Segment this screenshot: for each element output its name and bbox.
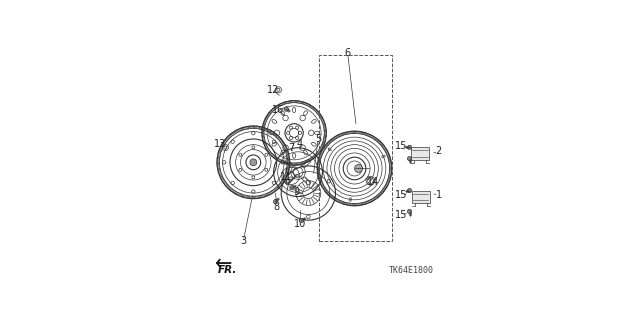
Text: 6: 6	[344, 48, 351, 58]
Bar	[412, 191, 429, 203]
Bar	[302, 177, 311, 185]
Bar	[302, 159, 311, 168]
Circle shape	[408, 189, 412, 193]
Text: TK64E1800: TK64E1800	[389, 266, 434, 275]
Text: 7: 7	[289, 143, 295, 152]
Text: 10: 10	[294, 219, 306, 229]
Circle shape	[355, 165, 362, 173]
Bar	[285, 159, 293, 168]
Text: 15: 15	[395, 141, 408, 151]
Text: 13: 13	[214, 139, 226, 149]
Text: FR.: FR.	[218, 265, 237, 275]
Circle shape	[408, 209, 412, 213]
Text: 9: 9	[293, 187, 299, 197]
Text: 4: 4	[296, 139, 302, 149]
Text: 1: 1	[435, 190, 442, 200]
Text: 11: 11	[280, 172, 292, 182]
Bar	[319, 56, 392, 241]
Circle shape	[250, 159, 257, 166]
Circle shape	[273, 199, 278, 204]
Text: 15: 15	[395, 190, 408, 200]
Circle shape	[284, 107, 289, 111]
Bar	[411, 147, 429, 160]
Text: 12: 12	[266, 85, 279, 95]
Circle shape	[300, 218, 304, 223]
Text: 15: 15	[395, 210, 408, 220]
Text: 3: 3	[240, 236, 246, 246]
Text: 16: 16	[271, 105, 284, 115]
Text: 8: 8	[274, 202, 280, 211]
Bar	[285, 177, 293, 185]
Text: 14: 14	[367, 177, 380, 187]
Circle shape	[408, 157, 412, 161]
Text: 2: 2	[435, 146, 442, 156]
Text: 5: 5	[315, 134, 321, 144]
Circle shape	[408, 145, 412, 149]
Circle shape	[290, 185, 294, 190]
